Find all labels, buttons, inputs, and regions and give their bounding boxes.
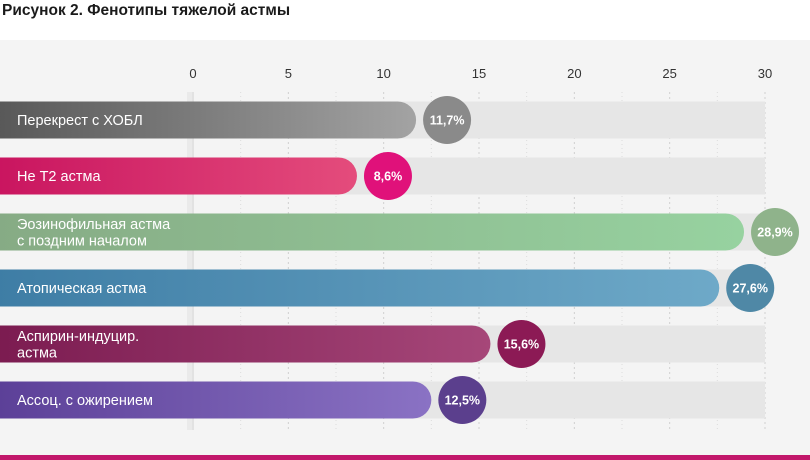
category-label: Ассоц. с ожирением bbox=[17, 393, 153, 409]
x-tick-label: 25 bbox=[662, 66, 676, 81]
bar bbox=[0, 101, 417, 139]
category-label: Атопическая астма bbox=[17, 281, 147, 297]
x-tick-label: 15 bbox=[472, 66, 486, 81]
bar bbox=[0, 381, 432, 419]
value-bubble bbox=[438, 376, 487, 424]
value-label: 8,6% bbox=[374, 170, 403, 184]
bar bbox=[0, 269, 720, 307]
x-tick-label: 5 bbox=[285, 66, 292, 81]
value-bubble bbox=[423, 96, 472, 144]
value-label: 12,5% bbox=[445, 394, 480, 408]
value-bubble bbox=[751, 208, 800, 256]
value-bubble bbox=[497, 320, 546, 368]
value-bubble bbox=[363, 152, 412, 200]
category-label: Перекрест с ХОБЛ bbox=[17, 113, 143, 129]
category-label: Эозинофильная астма bbox=[17, 217, 171, 233]
value-label: 28,9% bbox=[757, 226, 792, 240]
category-label: астма bbox=[17, 345, 58, 361]
zero-axis-shadow bbox=[187, 92, 193, 430]
category-label: Не Т2 астма bbox=[17, 169, 101, 185]
value-bubble bbox=[726, 264, 775, 312]
x-tick-label: 20 bbox=[567, 66, 581, 81]
category-label: Аспирин-индуцир. bbox=[17, 329, 139, 345]
x-tick-label: 10 bbox=[376, 66, 390, 81]
value-label: 15,6% bbox=[504, 338, 539, 352]
value-label: 11,7% bbox=[430, 114, 465, 128]
bar bbox=[0, 213, 745, 251]
value-label: 27,6% bbox=[733, 282, 768, 296]
category-label: с поздним началом bbox=[17, 233, 147, 249]
bar bbox=[0, 157, 357, 195]
x-tick-label: 30 bbox=[758, 66, 772, 81]
x-tick-label: 0 bbox=[189, 66, 196, 81]
bottom-divider bbox=[0, 455, 810, 460]
bar bbox=[0, 325, 491, 363]
figure-title: Рисунок 2. Фенотипы тяжелой астмы bbox=[2, 2, 291, 19]
